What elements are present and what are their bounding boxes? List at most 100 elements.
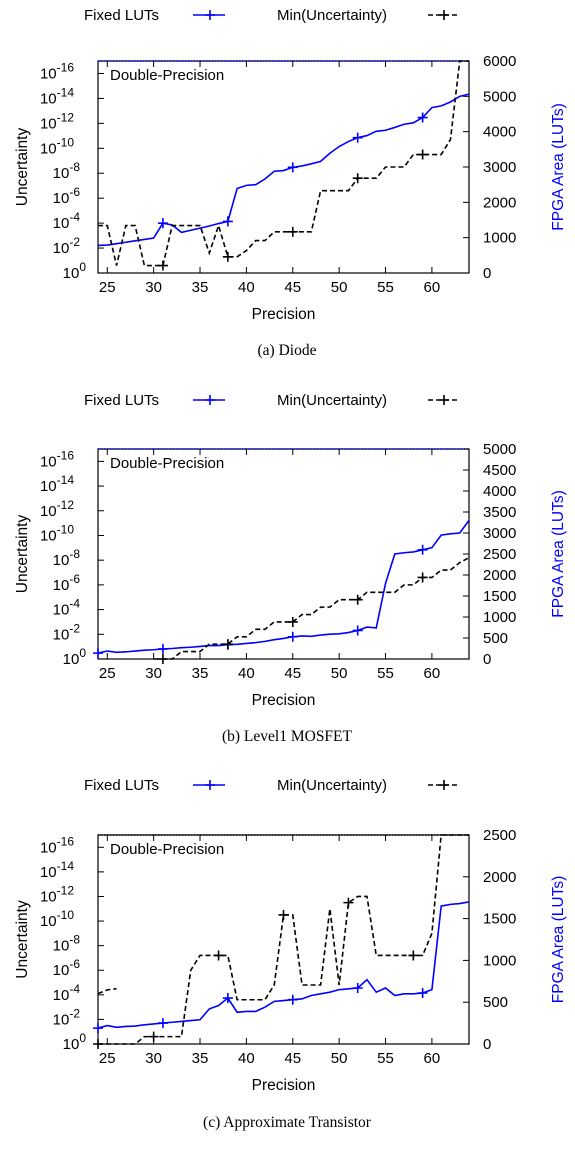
data-marker-min-uncertainty [343,897,354,908]
series-line-min-uncertainty [98,834,469,1045]
y-tick-label: 10-2 [53,1006,81,1028]
data-marker-fixed-luts [417,112,428,123]
x-tick-label: 35 [192,279,209,296]
y-axis-label: Uncertainty [14,128,31,207]
y-tick-label: 10-16 [40,448,74,470]
legend-marker-min-uncertainty [439,780,449,790]
data-marker-fixed-luts [352,132,363,143]
figure-caption: (c) Approximate Transistor [203,1114,372,1131]
legend-label-fixed-luts: Fixed LUTs [84,777,159,794]
figure-caption: (a) Diode [258,342,317,359]
data-marker-fixed-luts [287,994,298,1005]
y2-tick-label: 0 [483,651,491,668]
y2-tick-label: 2000 [483,194,516,211]
legend-label-min-uncertainty: Min(Uncertainty) [277,392,387,409]
y-tick-label: 100 [63,646,87,668]
y2-tick-label: 0 [483,265,491,282]
x-axis-label: Precision [252,692,316,709]
y2-tick-label: 4000 [483,124,516,141]
series-line-fixed-luts [98,93,469,247]
x-tick-label: 30 [145,665,162,682]
series-line-min-uncertainty [153,556,469,660]
x-tick-label: 30 [145,1050,162,1067]
legend-marker-fixed-luts [205,780,215,790]
y-tick-label: 10-14 [40,859,74,881]
y-tick-label: 10-8 [53,547,81,569]
data-marker-fixed-luts [157,218,168,229]
y-axis-label: Uncertainty [14,515,31,594]
y-tick-label: 10-10 [40,522,74,544]
y2-tick-label: 3500 [483,504,516,521]
chart-panel-level1-mosfet: Fixed LUTs Min(Uncertainty) Double-Precisi… [14,392,567,745]
x-tick-label: 25 [99,279,116,296]
data-marker-fixed-luts [93,1023,103,1034]
y2-tick-label: 0 [483,1036,491,1053]
data-marker-fixed-luts [222,216,233,227]
y2-tick-label: 2500 [483,827,516,844]
y2-tick-label: 1000 [483,609,516,626]
chart-panel-approximate-transistor: Fixed LUTs Min(Uncertainty) Double-Precisi… [14,777,567,1131]
y2-tick-label: 500 [483,994,508,1011]
x-tick-label: 25 [99,665,116,682]
data-marker-min-uncertainty [287,616,298,627]
x-tick-label: 60 [424,665,441,682]
data-marker-min-uncertainty [287,226,298,237]
data-marker-fixed-luts [157,1018,168,1029]
y2-tick-label: 1500 [483,911,516,928]
y2-tick-label: 3000 [483,525,516,542]
x-tick-label: 45 [284,279,301,296]
y2-axis-label: FPGA Area (LUTs) [550,490,567,617]
x-tick-label: 50 [331,279,348,296]
y-tick-label: 10-10 [40,135,74,157]
legend-marker-fixed-luts [205,395,215,405]
x-tick-label: 55 [377,279,394,296]
data-marker-fixed-luts [352,982,363,993]
x-tick-label: 30 [145,279,162,296]
legend-marker-fixed-luts [205,10,215,20]
y2-tick-label: 1500 [483,588,516,605]
y-tick-label: 10-4 [53,210,81,232]
y-tick-label: 10-12 [40,110,74,132]
y-tick-label: 10-10 [40,908,74,930]
y-tick-label: 10-8 [53,160,81,182]
y2-tick-label: 5000 [483,88,516,105]
series-line-min-uncertainty-branch [98,987,117,995]
y-tick-label: 10-4 [53,982,81,1004]
y-tick-label: 10-12 [40,498,74,520]
data-marker-fixed-luts [417,544,428,555]
y2-tick-label: 4000 [483,483,516,500]
y2-tick-label: 1000 [483,952,516,969]
y-tick-label: 10-6 [53,185,81,207]
x-axis-label: Precision [252,306,316,323]
legend-label-min-uncertainty: Min(Uncertainty) [277,777,387,794]
data-marker-fixed-luts [157,643,168,654]
x-tick-label: 40 [238,665,255,682]
data-marker-fixed-luts [287,631,298,642]
y-tick-label: 10-16 [40,834,74,856]
y-tick-label: 10-12 [40,883,74,905]
x-tick-label: 25 [99,1050,116,1067]
x-tick-label: 45 [284,665,301,682]
data-marker-min-uncertainty [93,1039,103,1049]
y-tick-label: 10-4 [53,597,81,619]
y-tick-label: 10-6 [53,957,81,979]
y-tick-label: 100 [63,260,87,282]
x-tick-label: 40 [238,1050,255,1067]
y2-tick-label: 500 [483,630,508,647]
data-marker-min-uncertainty [408,950,419,961]
data-marker-fixed-luts [417,988,428,999]
y-tick-label: 10-6 [53,572,81,594]
data-marker-fixed-luts [222,993,233,1004]
y2-tick-label: 3000 [483,159,516,176]
x-tick-label: 60 [424,1050,441,1067]
data-marker-min-uncertainty [417,572,428,583]
y2-tick-label: 2500 [483,546,516,563]
data-marker-min-uncertainty [352,173,363,184]
y-tick-label: 10-2 [53,621,81,643]
series-line-min-uncertainty [98,60,469,267]
plot-frame [97,60,470,274]
y2-axis-label: FPGA Area (LUTs) [550,876,567,1003]
x-tick-label: 35 [192,1050,209,1067]
x-tick-label: 50 [331,665,348,682]
